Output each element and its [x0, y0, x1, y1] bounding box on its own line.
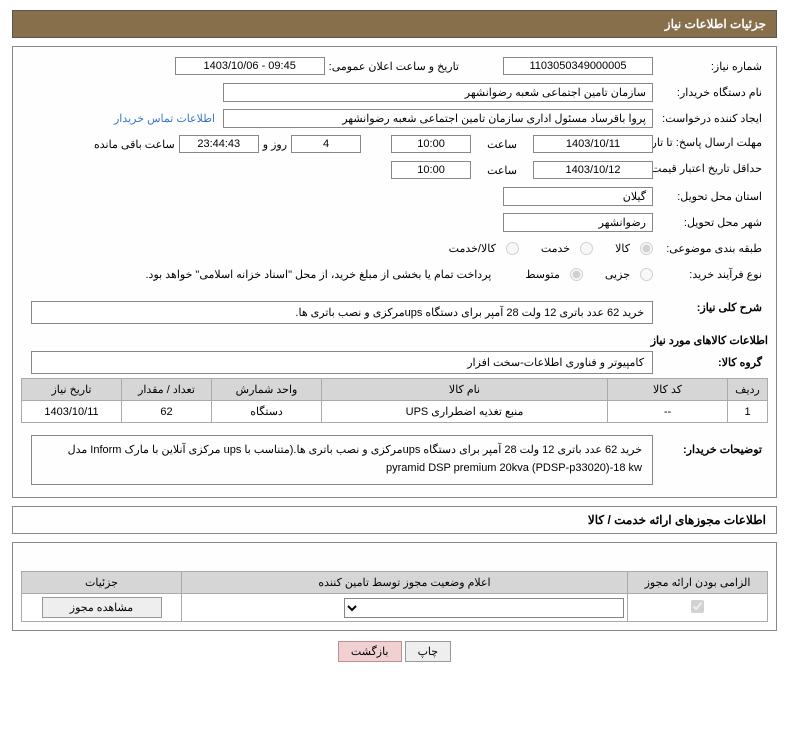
- th-status: اعلام وضعیت مجوز توسط تامین کننده: [182, 572, 628, 594]
- buyer-contact-link[interactable]: اطلاعات تماس خریدار: [114, 112, 215, 125]
- th-code: کد کالا: [608, 379, 728, 401]
- page-title: جزئیات اطلاعات نیاز: [12, 10, 777, 38]
- th-qty: تعداد / مقدار: [122, 379, 212, 401]
- days-value: 4: [291, 135, 361, 153]
- radio-small[interactable]: [640, 268, 653, 281]
- radio-both-label: کالا/خدمت: [445, 242, 500, 255]
- radio-medium-label: متوسط: [521, 268, 564, 281]
- days-label: روز و: [259, 138, 291, 151]
- remain-label: ساعت باقی مانده: [90, 138, 179, 151]
- requester-value: پروا باقرساد مسئول اداری سازمان تامین اج…: [223, 109, 653, 128]
- mandatory-checkbox[interactable]: [691, 600, 704, 613]
- process-label: نوع فرآیند خرید:: [653, 268, 768, 281]
- license-row: مشاهده مجوز: [22, 594, 768, 622]
- reply-date-value: 1403/10/11: [533, 135, 653, 153]
- cell-unit: دستگاه: [212, 401, 322, 423]
- th-row: ردیف: [728, 379, 768, 401]
- cell-qty: 62: [122, 401, 212, 423]
- category-radio-group: کالا خدمت کالا/خدمت: [445, 242, 653, 255]
- saat-label-2: ساعت: [483, 164, 521, 177]
- requester-label: ایجاد کننده درخواست:: [653, 112, 768, 125]
- license-table: الزامی بودن ارائه مجوز اعلام وضعیت مجوز …: [21, 571, 768, 622]
- cell-date: 1403/10/11: [22, 401, 122, 423]
- license-header: اطلاعات مجوزهای ارائه خدمت / کالا: [12, 506, 777, 534]
- th-name: نام کالا: [322, 379, 608, 401]
- reply-deadline-label: مهلت ارسال پاسخ: تا تاریخ:: [653, 137, 768, 150]
- radio-small-label: جزیی: [601, 268, 634, 281]
- remain-value: 23:44:43: [179, 135, 259, 153]
- desc-label: شرح کلی نیاز:: [653, 301, 768, 314]
- cell-row: 1: [728, 401, 768, 423]
- license-section: الزامی بودن ارائه مجوز اعلام وضعیت مجوز …: [12, 542, 777, 631]
- category-label: طبقه بندی موضوعی:: [653, 242, 768, 255]
- view-license-button[interactable]: مشاهده مجوز: [42, 597, 162, 618]
- radio-medium[interactable]: [570, 268, 583, 281]
- radio-both[interactable]: [506, 242, 519, 255]
- radio-goods[interactable]: [640, 242, 653, 255]
- need-no-label: شماره نیاز:: [653, 60, 768, 73]
- table-row: 1 -- منبع تغذیه اضطراری UPS دستگاه 62 14…: [22, 401, 768, 423]
- button-bar: چاپ بازگشت: [12, 641, 777, 662]
- province-value: گیلان: [503, 187, 653, 206]
- need-no-value: 1103050349000005: [503, 57, 653, 75]
- status-select[interactable]: [344, 598, 624, 618]
- info-section: شماره نیاز: 1103050349000005 تاریخ و ساع…: [12, 46, 777, 498]
- goods-info-header: اطلاعات کالاهای مورد نیاز: [21, 330, 768, 351]
- buyer-org-label: نام دستگاه خریدار:: [653, 86, 768, 99]
- price-valid-label: حداقل تاریخ اعتبار قیمت: تا تاریخ:: [653, 163, 768, 176]
- announce-label: تاریخ و ساعت اعلان عمومی:: [325, 60, 463, 73]
- announce-value: 1403/10/06 - 09:45: [175, 57, 325, 75]
- price-valid-date: 1403/10/12: [533, 161, 653, 179]
- process-note: پرداخت تمام یا بخشی از مبلغ خرید، از محل…: [146, 268, 492, 281]
- buyer-org-value: سازمان تامین اجتماعی شعبه رضوانشهر: [223, 83, 653, 102]
- buyer-notes-text: خرید 62 عدد باتری 12 ولت 28 آمپر برای دس…: [31, 435, 653, 485]
- goods-group-label: گروه کالا:: [653, 356, 768, 369]
- saat-label-1: ساعت: [483, 138, 521, 151]
- goods-table: ردیف کد کالا نام کالا واحد شمارش تعداد /…: [21, 378, 768, 423]
- th-unit: واحد شمارش: [212, 379, 322, 401]
- price-valid-time: 10:00: [391, 161, 471, 179]
- radio-service[interactable]: [580, 242, 593, 255]
- back-button[interactable]: بازگشت: [338, 641, 402, 662]
- cell-code: --: [608, 401, 728, 423]
- radio-goods-label: کالا: [611, 242, 634, 255]
- province-label: استان محل تحویل:: [653, 190, 768, 203]
- th-mandatory: الزامی بودن ارائه مجوز: [628, 572, 768, 594]
- th-details: جزئیات: [22, 572, 182, 594]
- process-radio-group: جزیی متوسط: [521, 268, 653, 281]
- goods-group-value: کامپیوتر و فناوری اطلاعات-سخت افزار: [31, 351, 653, 374]
- cell-name: منبع تغذیه اضطراری UPS: [322, 401, 608, 423]
- reply-time-value: 10:00: [391, 135, 471, 153]
- desc-text: خرید 62 عدد باتری 12 ولت 28 آمپر برای دس…: [31, 301, 653, 324]
- radio-service-label: خدمت: [537, 242, 574, 255]
- buyer-notes-label: توضیحات خریدار:: [653, 429, 768, 456]
- city-label: شهر محل تحویل:: [653, 216, 768, 229]
- th-date: تاریخ نیاز: [22, 379, 122, 401]
- city-value: رضوانشهر: [503, 213, 653, 232]
- print-button[interactable]: چاپ: [405, 641, 452, 662]
